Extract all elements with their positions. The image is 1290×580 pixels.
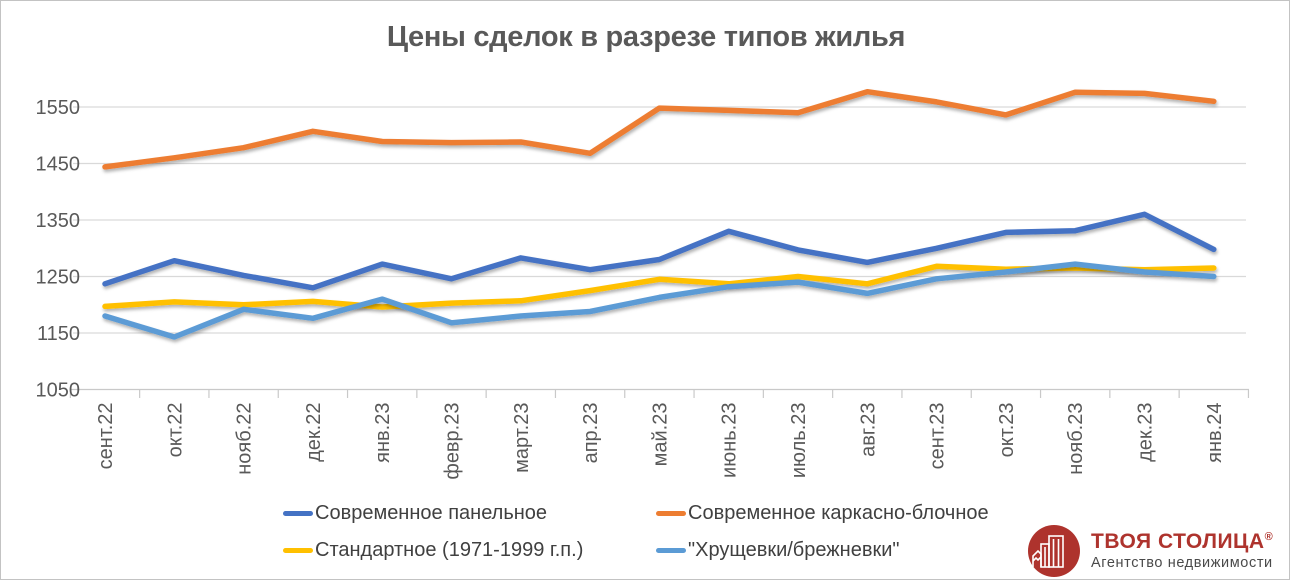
legend-item-standard: Стандартное (1971-1999 г.п.): [283, 539, 583, 561]
x-tick-label: окт.23: [996, 403, 1018, 458]
legend-dash-frame-block: [656, 510, 686, 516]
series-line-0: [102, 211, 1217, 291]
x-tick-label: июнь.23: [719, 403, 741, 478]
x-tick-label: окт.22: [164, 403, 186, 458]
x-tick-label: авг.23: [857, 403, 879, 457]
legend-label-standard: Стандартное (1971-1999 г.п.): [315, 538, 584, 561]
series-line-1: [102, 88, 1217, 170]
x-tick-label: сент.22: [95, 403, 117, 470]
y-tick-label: 1250: [36, 267, 81, 289]
x-tick-label: май.23: [649, 403, 671, 467]
logo-tagline: Агентство недвижимости: [1091, 555, 1273, 572]
y-tick-label: 1350: [36, 210, 81, 232]
legend-item-frame-block: Современное каркасно-блочное: [656, 502, 989, 524]
x-tick-label: февр.23: [442, 403, 464, 480]
y-tick-label: 1450: [36, 154, 81, 176]
x-tick-label: янв.24: [1204, 403, 1226, 463]
x-tick-label: июль.23: [788, 403, 810, 479]
y-tick-label: 1050: [36, 380, 81, 402]
x-tick-label: нояб.23: [1065, 403, 1087, 475]
registered-mark: ®: [1264, 531, 1274, 543]
logo-buildings-icon: [1028, 525, 1080, 577]
x-tick-label: март.23: [511, 403, 533, 473]
logo-brand: ТВОЯ СТОЛИЦА®: [1091, 530, 1274, 553]
y-tick-label: 1150: [37, 323, 80, 345]
legend-label-khrushchevki: "Хрущевки/брежневки": [688, 538, 900, 561]
logo: ТВОЯ СТОЛИЦА® Агентство недвижимости: [1028, 525, 1273, 577]
logo-text: ТВОЯ СТОЛИЦА® Агентство недвижимости: [1091, 525, 1273, 571]
price-chart-plot: 1050 1150 1250 1350 1450 1550 сент.22 окт.22 ноя…: [36, 88, 1250, 480]
legend-dash-standard: [283, 547, 313, 553]
x-tick-label: апр.23: [580, 403, 602, 464]
x-tick-label: дек.22: [303, 403, 325, 462]
legend-label-panel: Современное панельное: [315, 501, 548, 524]
legend-label-frame-block: Современное каркасно-блочное: [688, 501, 989, 524]
legend-item-khrushchevki: "Хрущевки/брежневки": [656, 539, 899, 561]
series-line-3: [102, 261, 1217, 340]
x-tick-label: янв.23: [372, 403, 394, 463]
legend-item-panel: Современное панельное: [283, 502, 547, 524]
y-tick-label: 1550: [36, 97, 81, 119]
buildings-icon: [1032, 535, 1064, 568]
chart-title: Цены сделок в разрезе типов жилья: [386, 21, 906, 53]
x-tick-label: нояб.22: [234, 403, 256, 475]
x-tick-label: дек.23: [1135, 403, 1157, 462]
x-tick-label: сент.23: [927, 403, 949, 470]
legend-dash-khrushchevki: [656, 547, 686, 553]
legend-dash-panel: [283, 510, 313, 516]
series-line-2: [102, 263, 1217, 310]
